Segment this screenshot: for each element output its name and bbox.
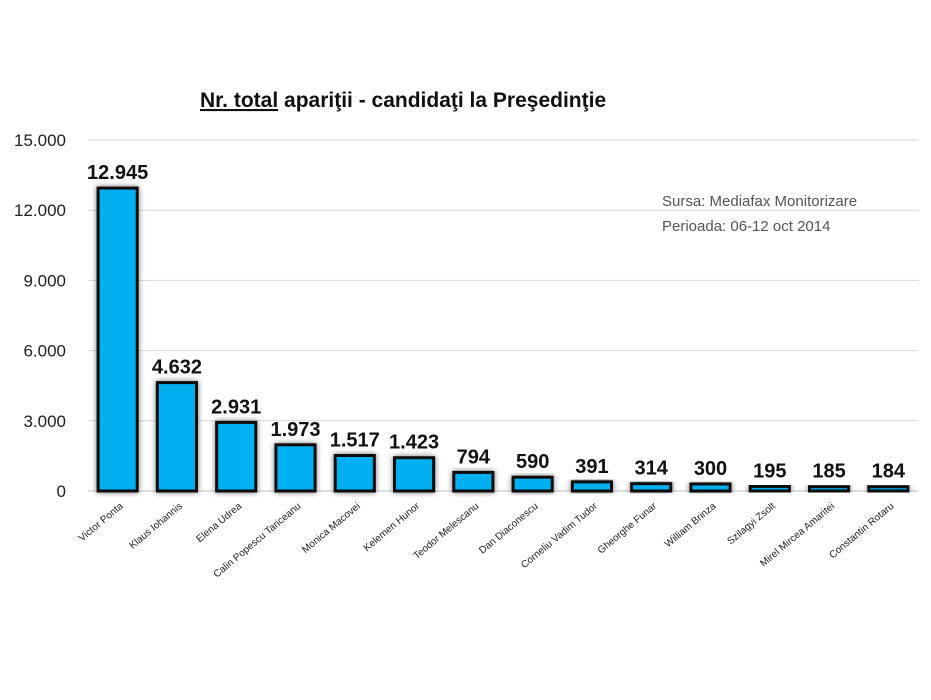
data-label: 4.632 [152, 357, 202, 379]
bar [689, 482, 732, 493]
bar [393, 456, 436, 493]
y-tick-label: 0 [57, 482, 66, 501]
data-label: 300 [694, 458, 727, 480]
chart-title-rest: apariţii - candidaţi la Preşedinţie [278, 89, 606, 112]
x-tick-label: Gheorghe Funar [596, 500, 660, 556]
data-label: 184 [872, 461, 906, 483]
bar [748, 484, 791, 493]
bars [96, 186, 910, 493]
y-tick-label: 15.000 [14, 131, 66, 150]
bar [215, 420, 258, 493]
gridlines [88, 139, 918, 422]
x-tick-label: Victor Ponta [77, 501, 126, 545]
y-tick-label: 12.000 [14, 201, 66, 220]
x-tick-label: Dan Diaconescu [477, 501, 540, 557]
bar [96, 186, 139, 493]
bar [867, 485, 910, 493]
x-tick-label: Kelemen Hunor [362, 500, 423, 554]
y-tick-label: 9.000 [23, 271, 66, 290]
y-tick-label: 6.000 [23, 342, 66, 361]
data-label: 1.517 [330, 430, 380, 452]
y-tick-label: 3.000 [23, 412, 66, 431]
bar [452, 470, 495, 493]
bar [808, 485, 851, 493]
x-tick-label: Klaus Iohannis [128, 501, 185, 552]
period-note: Perioada: 06-12 oct 2014 [662, 218, 830, 235]
x-tick-label: Constantin Rotaru [827, 501, 896, 561]
bar [630, 482, 673, 493]
data-label: 195 [753, 460, 786, 482]
bar [570, 480, 613, 493]
data-label: 185 [812, 461, 845, 483]
x-tick-label: Elena Udrea [194, 501, 244, 545]
data-label: 590 [516, 451, 549, 473]
bar [274, 443, 317, 493]
data-label: 1.973 [270, 419, 320, 441]
data-label: 391 [575, 456, 608, 478]
x-tick-label: William Brinza [663, 501, 719, 550]
x-tick-label: Szilagyi Zsolt [726, 501, 778, 547]
data-label: 314 [635, 458, 669, 480]
x-tick-label: Monica Macovei [300, 501, 362, 556]
chart-title: Nr. total apariţii - candidaţi la Preşed… [200, 89, 606, 112]
data-label: 794 [457, 446, 491, 468]
bar [155, 381, 198, 493]
bar [333, 454, 376, 493]
chart-title-underlined: Nr. total [200, 89, 278, 112]
data-label: 1.423 [389, 432, 439, 454]
data-label: 12.945 [87, 162, 148, 184]
x-axis: Victor Ponta Klaus Iohannis Elena UdreaCal… [77, 500, 896, 580]
data-label: 2.931 [211, 396, 261, 418]
data-labels: 12.945 4.632 2.931 1.973 1.517 1.423 794 590 391… [87, 162, 906, 483]
bar [511, 475, 554, 493]
source-note: Sursa: Mediafax Monitorizare [662, 193, 857, 210]
x-tick-label: Teodor Melescanu [412, 501, 482, 562]
